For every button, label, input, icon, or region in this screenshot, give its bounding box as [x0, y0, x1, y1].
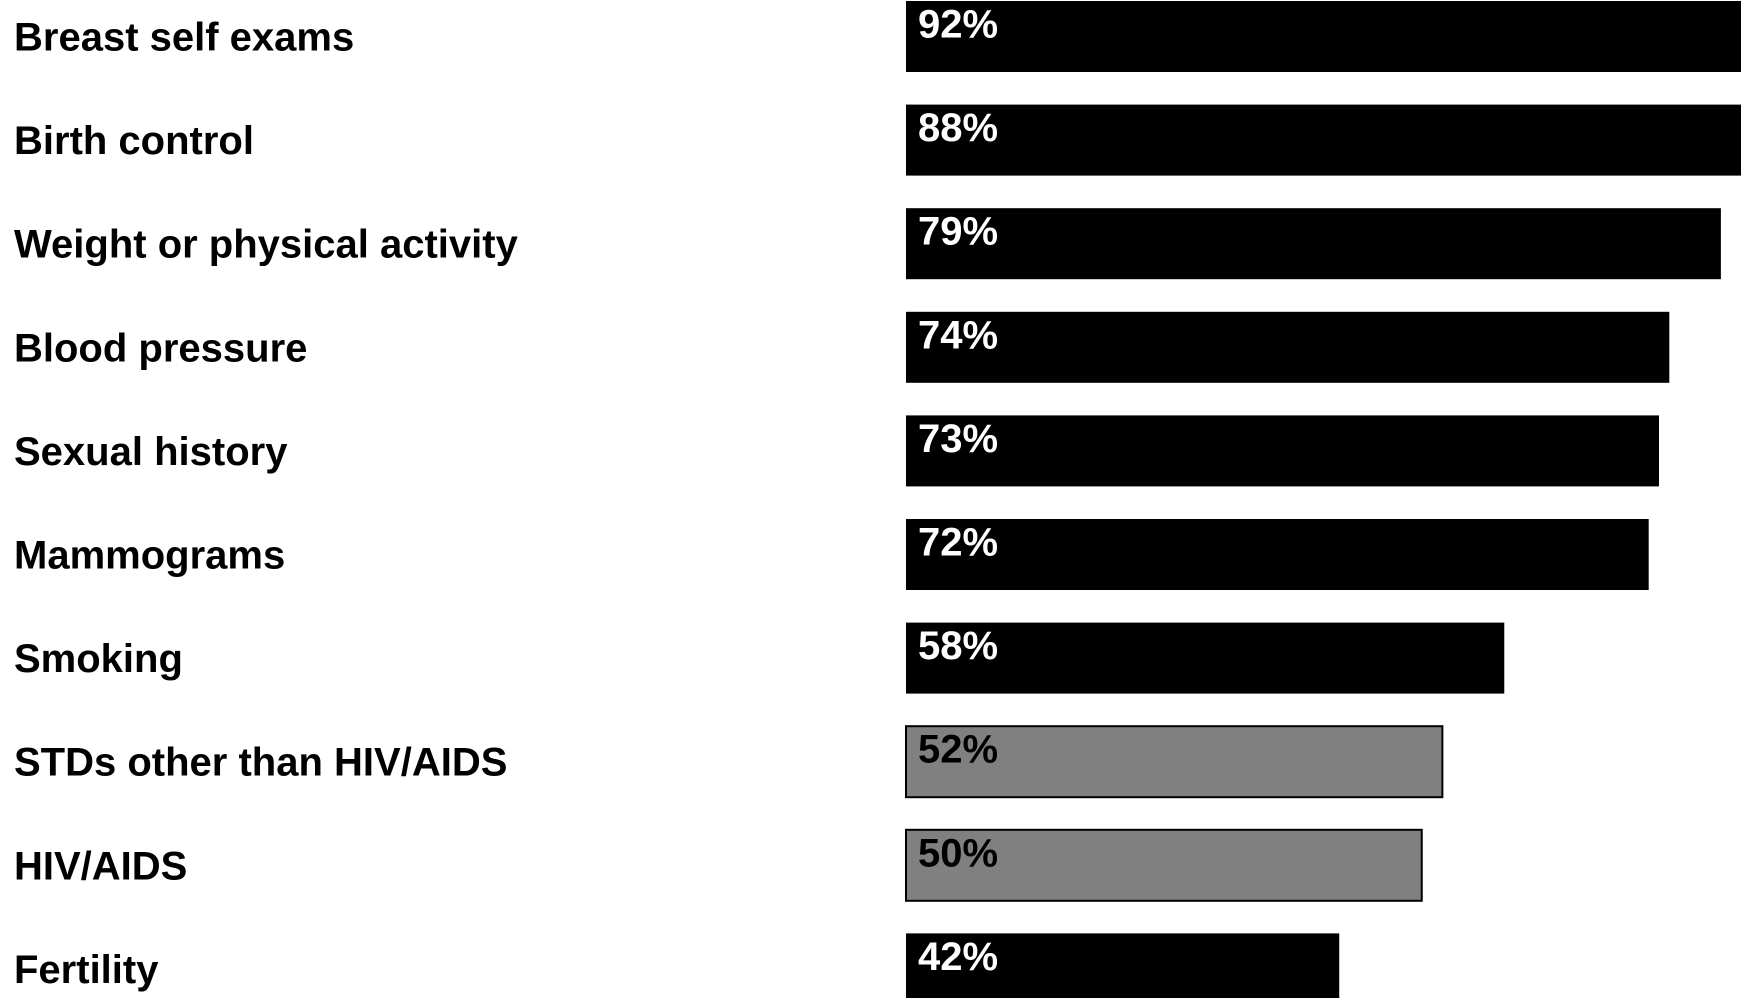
value-label: 50%: [918, 831, 998, 875]
category-label: Mammograms: [14, 534, 285, 578]
bar: [906, 311, 1670, 383]
category-label: Smoking: [14, 637, 183, 681]
value-label: 72%: [918, 521, 998, 565]
category-label: Blood pressure: [14, 326, 307, 370]
bar: [906, 1, 1741, 72]
value-labels: 92% 88% 79% 74% 73% 72% 58% 52% 50% 42%: [918, 3, 998, 979]
category-label: Weight or physical activity: [14, 223, 519, 267]
category-label: Sexual history: [14, 430, 288, 474]
category-label: HIV/AIDS: [14, 844, 187, 888]
bar: [906, 415, 1659, 487]
value-label: 88%: [918, 106, 998, 150]
category-label: Fertility: [14, 948, 159, 992]
bar: [906, 622, 1505, 694]
category-label: Breast self exams: [14, 16, 354, 60]
bar: [906, 208, 1721, 280]
bar: [906, 104, 1741, 176]
bars: [905, 1, 1741, 998]
bar: [906, 933, 1340, 998]
category-labels: Breast self exams Birth control Weight or …: [14, 16, 519, 992]
value-label: 52%: [918, 728, 998, 772]
bar: [905, 828, 1423, 902]
value-label: 92%: [918, 3, 998, 47]
value-label: 58%: [918, 624, 998, 668]
category-label: STDs other than HIV/AIDS: [14, 741, 507, 785]
value-label: 73%: [918, 417, 998, 461]
value-label: 79%: [918, 210, 998, 254]
value-label: 42%: [918, 935, 998, 979]
category-label: Birth control: [14, 119, 254, 163]
value-label: 74%: [918, 313, 998, 357]
bar: [905, 725, 1444, 799]
bar: [906, 519, 1649, 590]
